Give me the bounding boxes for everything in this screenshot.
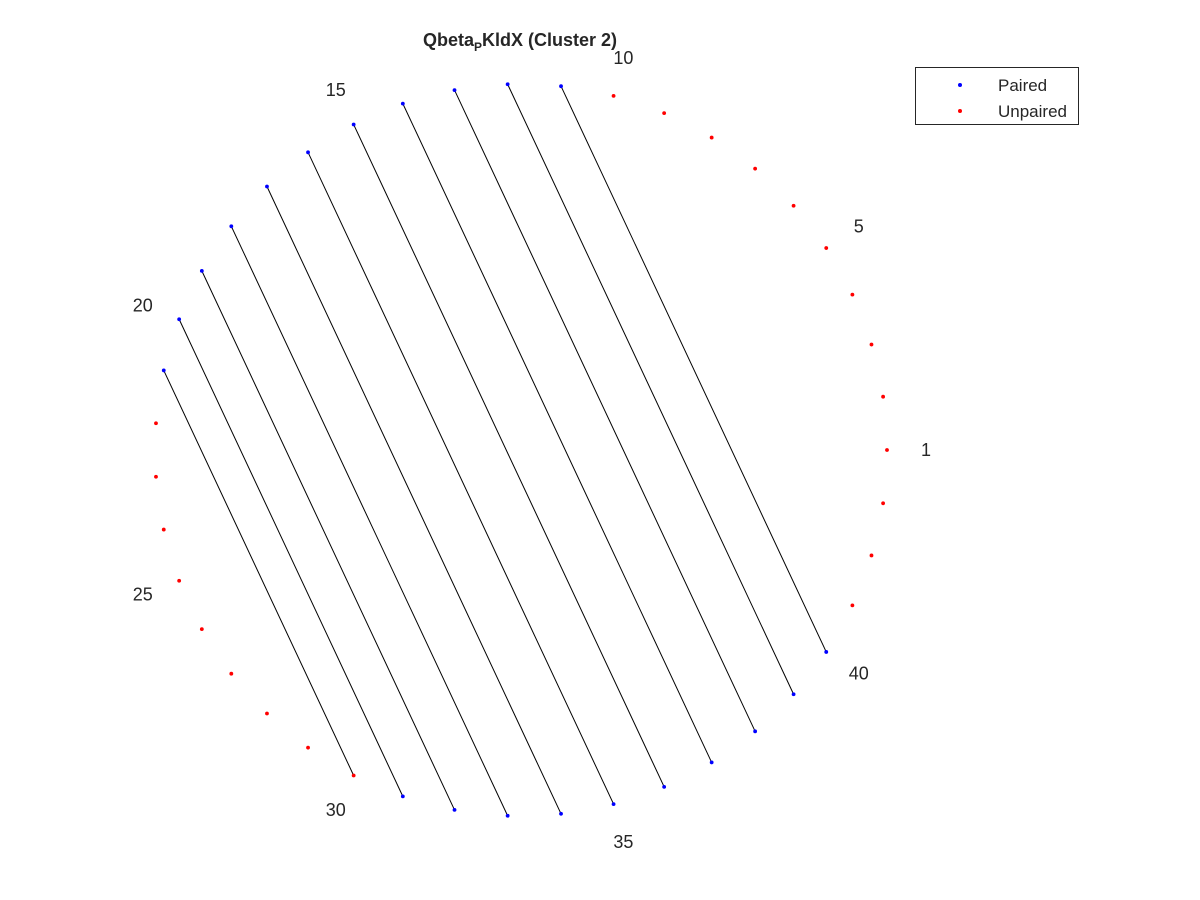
unpaired-node-29 <box>306 745 310 750</box>
unpaired-node-41 <box>850 603 855 608</box>
paired-node-19 <box>199 268 204 273</box>
node-label-35: 35 <box>613 832 633 852</box>
pair-link-15-36 <box>353 124 665 788</box>
unpaired-node-24 <box>161 527 166 532</box>
paired-node-34 <box>559 811 563 816</box>
pair-link-17-34 <box>266 186 562 815</box>
unpaired-node-6 <box>791 203 796 208</box>
paired-node-16 <box>306 150 310 155</box>
pair-link-16-35 <box>307 152 615 805</box>
paired-node-36 <box>662 784 667 789</box>
paired-node-31 <box>400 794 405 799</box>
paired-node-20 <box>177 317 182 322</box>
legend-marker-unpaired <box>958 109 962 113</box>
paired-node-13 <box>452 88 457 92</box>
paired-node-15 <box>351 122 356 127</box>
paired-node-14 <box>400 101 405 106</box>
paired-node-38 <box>753 729 758 734</box>
node-label-15: 15 <box>326 80 346 100</box>
node-label-25: 25 <box>133 585 153 605</box>
pair-links <box>163 84 827 816</box>
unpaired-node-7 <box>753 166 758 171</box>
legend-label-paired: Paired <box>998 76 1048 95</box>
title-subscript: P <box>473 40 482 54</box>
pair-link-20-31 <box>178 319 404 797</box>
unpaired-node-23 <box>154 474 158 479</box>
unpaired-node-2 <box>881 394 885 399</box>
pair-link-19-32 <box>201 270 455 811</box>
unpaired-node-42 <box>869 553 874 558</box>
legend: Paired Unpaired <box>915 67 1079 125</box>
title-main: Qbeta <box>422 30 474 50</box>
unpaired-node-22 <box>154 421 158 426</box>
paired-node-39 <box>791 692 796 697</box>
pair-link-18-33 <box>230 226 509 816</box>
unpaired-node-26 <box>199 627 204 632</box>
paired-node-33 <box>505 813 510 818</box>
node-label-30: 30 <box>326 800 346 820</box>
paired-node-32 <box>452 808 457 812</box>
node-label-1: 1 <box>921 440 931 460</box>
paired-node-40 <box>824 650 829 654</box>
unpaired-node-4 <box>850 292 855 297</box>
legend-entry-paired: Paired <box>916 75 1080 97</box>
pair-link-11-40 <box>560 85 827 653</box>
unpaired-node-25 <box>177 578 182 583</box>
legend-entry-unpaired: Unpaired <box>916 101 1080 123</box>
legend-label-unpaired: Unpaired <box>998 102 1067 121</box>
unpaired-node-10 <box>611 94 616 98</box>
paired-node-18 <box>229 224 234 229</box>
unpaired-node-5 <box>824 246 829 250</box>
title-rest: KldX (Cluster 2) <box>482 30 618 50</box>
node-label-40: 40 <box>849 663 869 683</box>
pair-link-14-37 <box>402 103 713 763</box>
paired-node-21 <box>161 368 166 373</box>
unpaired-node-27 <box>229 671 234 676</box>
paired-node-35 <box>611 802 616 806</box>
unpaired-node-3 <box>869 342 874 347</box>
node-label-10: 10 <box>613 48 633 68</box>
paired-node-11 <box>559 84 563 89</box>
pair-link-12-39 <box>507 84 795 695</box>
unpaired-node-9 <box>662 111 667 116</box>
unpaired-node-8 <box>709 135 714 140</box>
paired-node-17 <box>265 184 269 189</box>
unpaired-node-1 <box>885 448 889 452</box>
unpaired-node-43 <box>881 501 885 506</box>
unpaired-node-28 <box>265 711 269 716</box>
node-label-20: 20 <box>133 295 153 315</box>
legend-marker-paired <box>958 83 962 87</box>
pair-link-13-38 <box>454 89 756 732</box>
node-label-5: 5 <box>854 217 864 237</box>
chart-title: QbetaPKldX (Cluster 2) <box>0 30 1040 54</box>
pair-link-21-30 <box>163 370 355 776</box>
paired-node-37 <box>709 760 714 765</box>
paired-node-12 <box>505 82 510 87</box>
node-markers <box>154 82 889 818</box>
unpaired-node-30 <box>351 773 356 778</box>
